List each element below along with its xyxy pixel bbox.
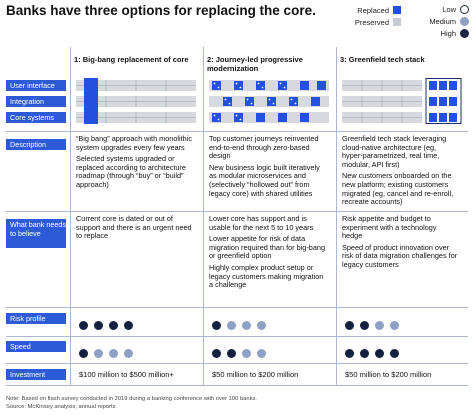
speed-dots-journey-led [212, 345, 272, 358]
row-label-description: Description [6, 139, 66, 150]
belief-paragraph: Current core is dated or out of support … [76, 214, 192, 241]
page-title: Banks have three options for replacing t… [6, 3, 316, 18]
belief-paragraph: Speed of product innovation over risk of… [342, 242, 458, 269]
greenfield-system-diagram [342, 78, 462, 124]
rating-dot-high [212, 349, 221, 358]
rating-dot-high [360, 349, 369, 358]
legend-high-dot [460, 29, 469, 38]
column-header-journey-led: 2: Journey-led progressive modernization [207, 55, 303, 73]
belief-cell-greenfield: Risk appetite and budget to experiment w… [342, 214, 458, 273]
rating-dot-medium [257, 321, 266, 330]
rating-dot-high [360, 321, 369, 330]
legend-low-dot [460, 5, 469, 14]
belief-paragraph: Lower appetite for risk of data migratio… [209, 234, 326, 261]
rating-dot-medium [227, 321, 236, 330]
risk-dots-greenfield [345, 317, 405, 330]
rating-dot-high [375, 349, 384, 358]
legend-replaced-label: Replaced [357, 6, 389, 15]
row-label-speed: Speed [6, 341, 66, 352]
rating-dot-medium [109, 349, 118, 358]
rating-dot-medium [375, 321, 384, 330]
legend-replaced-swatch [393, 6, 401, 14]
belief-cell-big-bang: Current core is dated or out of support … [76, 214, 192, 244]
footnote: Note: Based on flash survey conducted in… [6, 396, 257, 411]
belief-cell-journey-led: Lower core has support and is usable for… [209, 214, 326, 293]
risk-dots-journey-led [212, 317, 272, 330]
rating-dot-medium [242, 321, 251, 330]
rating-dot-medium [242, 349, 251, 358]
description-paragraph: New business logic built iteratively as … [209, 162, 320, 198]
rating-dot-high [345, 349, 354, 358]
rating-dot-high [109, 321, 118, 330]
big-bang-system-diagram [76, 78, 196, 124]
footnote-source: Source: McKinsey analysis; annual report… [6, 403, 116, 410]
row-divider [6, 363, 468, 364]
legend-preserved-label: Preserved [354, 18, 389, 27]
investment-big-bang: $100 million to $500 million+ [79, 370, 174, 379]
speed-dots-greenfield [345, 345, 405, 358]
row-label-risk-profile: Risk profile [6, 313, 66, 324]
investment-journey-led: $50 million to $200 million [212, 370, 299, 379]
investment-greenfield: $50 million to $200 million [345, 370, 432, 379]
layer-label-integration: Integration [6, 96, 66, 107]
column-header-greenfield: 3: Greenfield tech stack [340, 55, 425, 64]
journey-led-system-diagram [209, 80, 329, 123]
column-divider [70, 47, 71, 385]
rating-dot-medium [94, 349, 103, 358]
rating-dot-high [94, 321, 103, 330]
big-bang-replaced-block [84, 78, 98, 124]
belief-paragraph: Lower core has support and is usable for… [209, 214, 314, 232]
description-cell-big-bang: “Big bang” approach with monolithic syst… [76, 134, 193, 193]
column-divider [203, 47, 204, 385]
rating-dot-high [79, 321, 88, 330]
belief-paragraph: Risk appetite and budget to experiment w… [342, 214, 437, 241]
rating-dot-medium [257, 349, 266, 358]
rating-dot-medium [390, 321, 399, 330]
legend-preserved-swatch [393, 18, 401, 26]
column-header-big-bang: 1: Big-bang replacement of core [74, 55, 189, 64]
description-cell-journey-led: Top customer journeys reinvented end-to-… [209, 134, 325, 201]
rating-dot-high [345, 321, 354, 330]
legend-low-label: Low [442, 5, 456, 14]
row-divider [6, 211, 468, 212]
rating-dot-high [124, 321, 133, 330]
description-cell-greenfield: Greenfield tech stack leveraging cloud-n… [342, 134, 458, 210]
rating-dot-high [227, 349, 236, 358]
rating-dot-high [212, 321, 221, 330]
rating-dot-high [390, 349, 399, 358]
legend-high-label: High [440, 29, 456, 38]
legend-medium-label: Medium [429, 17, 456, 26]
footnote-note: Note: Based on flash survey conducted in… [6, 396, 258, 402]
row-divider [6, 336, 468, 337]
row-label-what-bank-needs-to-believe: What bank needs to believe [6, 219, 66, 248]
row-label-investment: Investment [6, 369, 66, 380]
speed-dots-big-bang [79, 345, 139, 358]
row-divider [6, 307, 468, 308]
belief-paragraph: Highly complex product setup or legacy c… [209, 262, 324, 290]
rating-dot-high [79, 349, 88, 358]
layer-label-core-systems: Core systems [6, 112, 66, 123]
description-paragraph: New customers onboarded on the new platf… [342, 171, 454, 207]
description-paragraph: Greenfield tech stack leveraging cloud-n… [342, 134, 447, 169]
column-divider [336, 47, 337, 385]
description-paragraph: Selected systems upgraded or replaced ac… [76, 154, 186, 189]
row-divider [6, 385, 468, 386]
row-divider [6, 131, 468, 132]
layer-label-user-interface: User interface [6, 80, 66, 91]
legend-medium-dot [460, 17, 469, 26]
rating-dot-medium [124, 349, 133, 358]
description-paragraph: “Big bang” approach with monolithic syst… [76, 134, 193, 152]
description-paragraph: Top customer journeys reinvented end-to-… [209, 134, 319, 161]
risk-dots-big-bang [79, 317, 139, 330]
